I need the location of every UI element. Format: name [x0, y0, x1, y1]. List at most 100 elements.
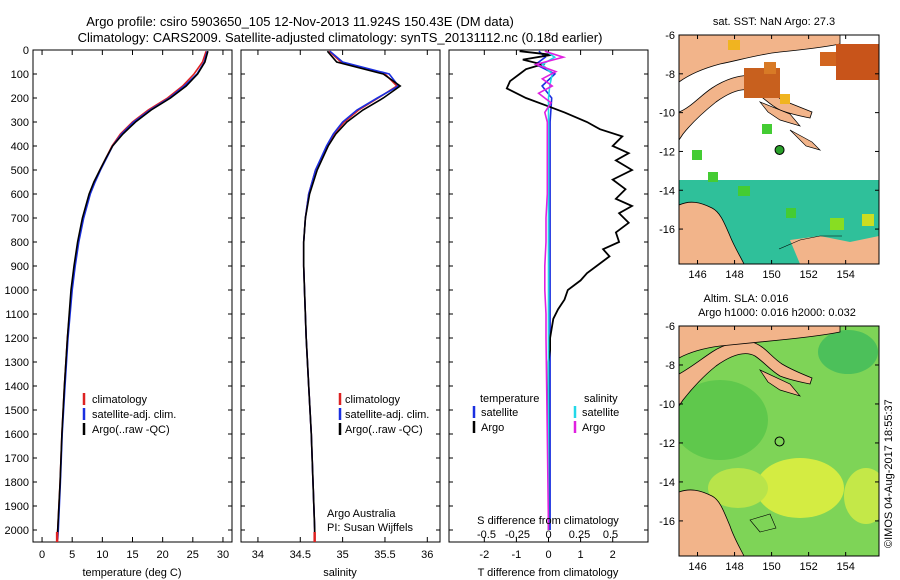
sla-float-marker	[774, 436, 785, 447]
depth-tick-label: 500	[11, 165, 29, 177]
lat-tick-label: -12	[659, 438, 675, 450]
figure-title-line1: Argo profile: csiro 5903650_105 12-Nov-2…	[86, 14, 514, 29]
lat-tick-label: -6	[665, 321, 675, 333]
sla-map-field	[679, 326, 879, 556]
x-tick-label: 0	[545, 549, 551, 561]
depth-tick-label: 1400	[5, 381, 29, 393]
sla-map-frame	[678, 325, 880, 557]
x-tick-label: 2	[610, 549, 616, 561]
s-tick-label: -0.25	[505, 529, 530, 541]
sst-warm-pixel	[764, 62, 776, 74]
legend-argo-label: Argo(..raw -QC)	[345, 424, 423, 436]
difference-profiles	[505, 50, 635, 531]
s-tick-label: -0.5	[477, 529, 496, 541]
sla-high-region-se	[844, 468, 879, 524]
depth-tick-label: 200	[11, 93, 29, 105]
legend-satellite-label: satellite-adj. clim.	[345, 409, 429, 421]
depth-tick-label: 1800	[5, 477, 29, 489]
lon-tick-label: 150	[762, 269, 780, 281]
sla-reef-outline	[749, 513, 777, 533]
series-line-s-satellite	[540, 50, 557, 530]
x-tick-label: -1	[512, 549, 522, 561]
lat-tick-label: -16	[659, 224, 675, 236]
sst-warm-pixel-2	[728, 40, 740, 50]
salinity-depth-ticks	[241, 49, 440, 531]
salinity-xlabel: salinity	[323, 567, 357, 579]
salinity-axes-frame	[240, 49, 441, 543]
temperature-profiles	[55, 50, 209, 542]
depth-tick-label: 1900	[5, 501, 29, 513]
temperature-axes-frame	[32, 49, 233, 543]
lat-tick-label: -8	[665, 360, 675, 372]
sst-land-southeast	[790, 236, 879, 264]
sla-map-panel: Altim. SLA: 0.016 Argo h1000: 0.016 h200…	[659, 293, 880, 573]
x-tick-label: 35	[336, 549, 348, 561]
lat-tick-label: -12	[659, 146, 675, 158]
lat-tick-label: -10	[659, 399, 675, 411]
legend-salinity-header: salinity	[584, 393, 618, 405]
x-tick-label: 5	[69, 549, 75, 561]
figure-title-line2: Climatology: CARS2009. Satellite-adjuste…	[78, 30, 603, 45]
lat-tick-label: -14	[659, 477, 675, 489]
sst-green-pixel-4	[738, 186, 750, 196]
sst-map-frame	[678, 34, 880, 265]
sla-land-north	[679, 326, 841, 359]
credit-text: Argo Australia	[327, 508, 396, 520]
depth-tick-label: 300	[11, 117, 29, 129]
depth-tick-label: 400	[11, 141, 29, 153]
s-difference-xlabel: S difference from climatology	[477, 515, 619, 527]
x-tick-label: 34	[252, 549, 264, 561]
depth-tick-label: 600	[11, 189, 29, 201]
depth-tick-label: 0	[23, 45, 29, 57]
x-tick-label: 20	[157, 549, 169, 561]
legend-t-satellite-label: satellite	[481, 407, 518, 419]
lon-tick-label: 154	[836, 269, 854, 281]
depth-axis: 0 100 200 300 400 500 600 700 800 900 1000 1100 1200…	[5, 45, 232, 537]
salinity-panel: 34 34.5 35 35.5 36 salinity climatology sate…	[240, 49, 441, 579]
t-difference-xlabel: T difference from climatology	[478, 567, 619, 579]
lat-tick-label: -6	[665, 30, 675, 42]
temperature-xlabel: temperature (deg C)	[82, 567, 181, 579]
sla-map-axes: 146 148 150 152 154 -6 -8 -10 -12 -14 -16	[659, 321, 879, 573]
x-tick-label: 30	[217, 549, 229, 561]
lon-tick-label: 146	[688, 269, 706, 281]
series-line-argo-raw-qc-	[56, 50, 209, 540]
sst-map-axes: 146 148 150 152 154 -6 -8 -10 -12 -14 -16	[659, 30, 879, 281]
lat-tick-label: -10	[659, 108, 675, 120]
depth-tick-label: 100	[11, 69, 29, 81]
x-tick-label: 10	[96, 549, 108, 561]
x-tick-label: 25	[187, 549, 199, 561]
sst-contour	[778, 235, 842, 250]
sst-map-panel: sat. SST: NaN Argo: 27.3 14	[659, 16, 880, 281]
legend-climatology-label: climatology	[345, 394, 401, 406]
sst-land-north	[679, 35, 841, 83]
legend-t-argo-label: Argo	[481, 422, 504, 434]
sla-land-australia	[679, 489, 745, 556]
legend-s-satellite-label: satellite	[582, 407, 619, 419]
depth-tick-label: 1500	[5, 405, 29, 417]
sla-low-region-ne	[818, 330, 878, 374]
x-tick-label: 36	[421, 549, 433, 561]
s-tick-label: 0	[545, 529, 551, 541]
s-tick-label: 0.5	[603, 529, 618, 541]
sst-green-pixel	[762, 124, 772, 134]
s-tick-label: 0.25	[569, 529, 590, 541]
series-line-t-argo	[505, 50, 635, 530]
sst-green-pixel-7	[862, 214, 874, 226]
sst-green-pixel-6	[830, 218, 844, 230]
imos-stamp: ©IMOS 04-Aug-2017 18:55:37	[883, 399, 895, 548]
lon-tick-label: 152	[799, 269, 817, 281]
depth-tick-label: 1200	[5, 333, 29, 345]
lon-tick-label: 148	[725, 561, 743, 573]
sla-high-region-s	[756, 458, 844, 518]
pi-text: PI: Susan Wijffels	[327, 522, 413, 534]
legend-climatology-label: climatology	[92, 394, 148, 406]
sst-island-east	[789, 129, 822, 151]
lon-tick-label: 148	[725, 269, 743, 281]
sst-land-australia	[679, 201, 745, 264]
temperature-x-axis: 0 5 10 15 20 25 30	[39, 50, 229, 561]
sst-green-pixel-3	[708, 172, 718, 182]
sst-green-pixel-5	[786, 208, 796, 218]
lon-tick-label: 152	[799, 561, 817, 573]
